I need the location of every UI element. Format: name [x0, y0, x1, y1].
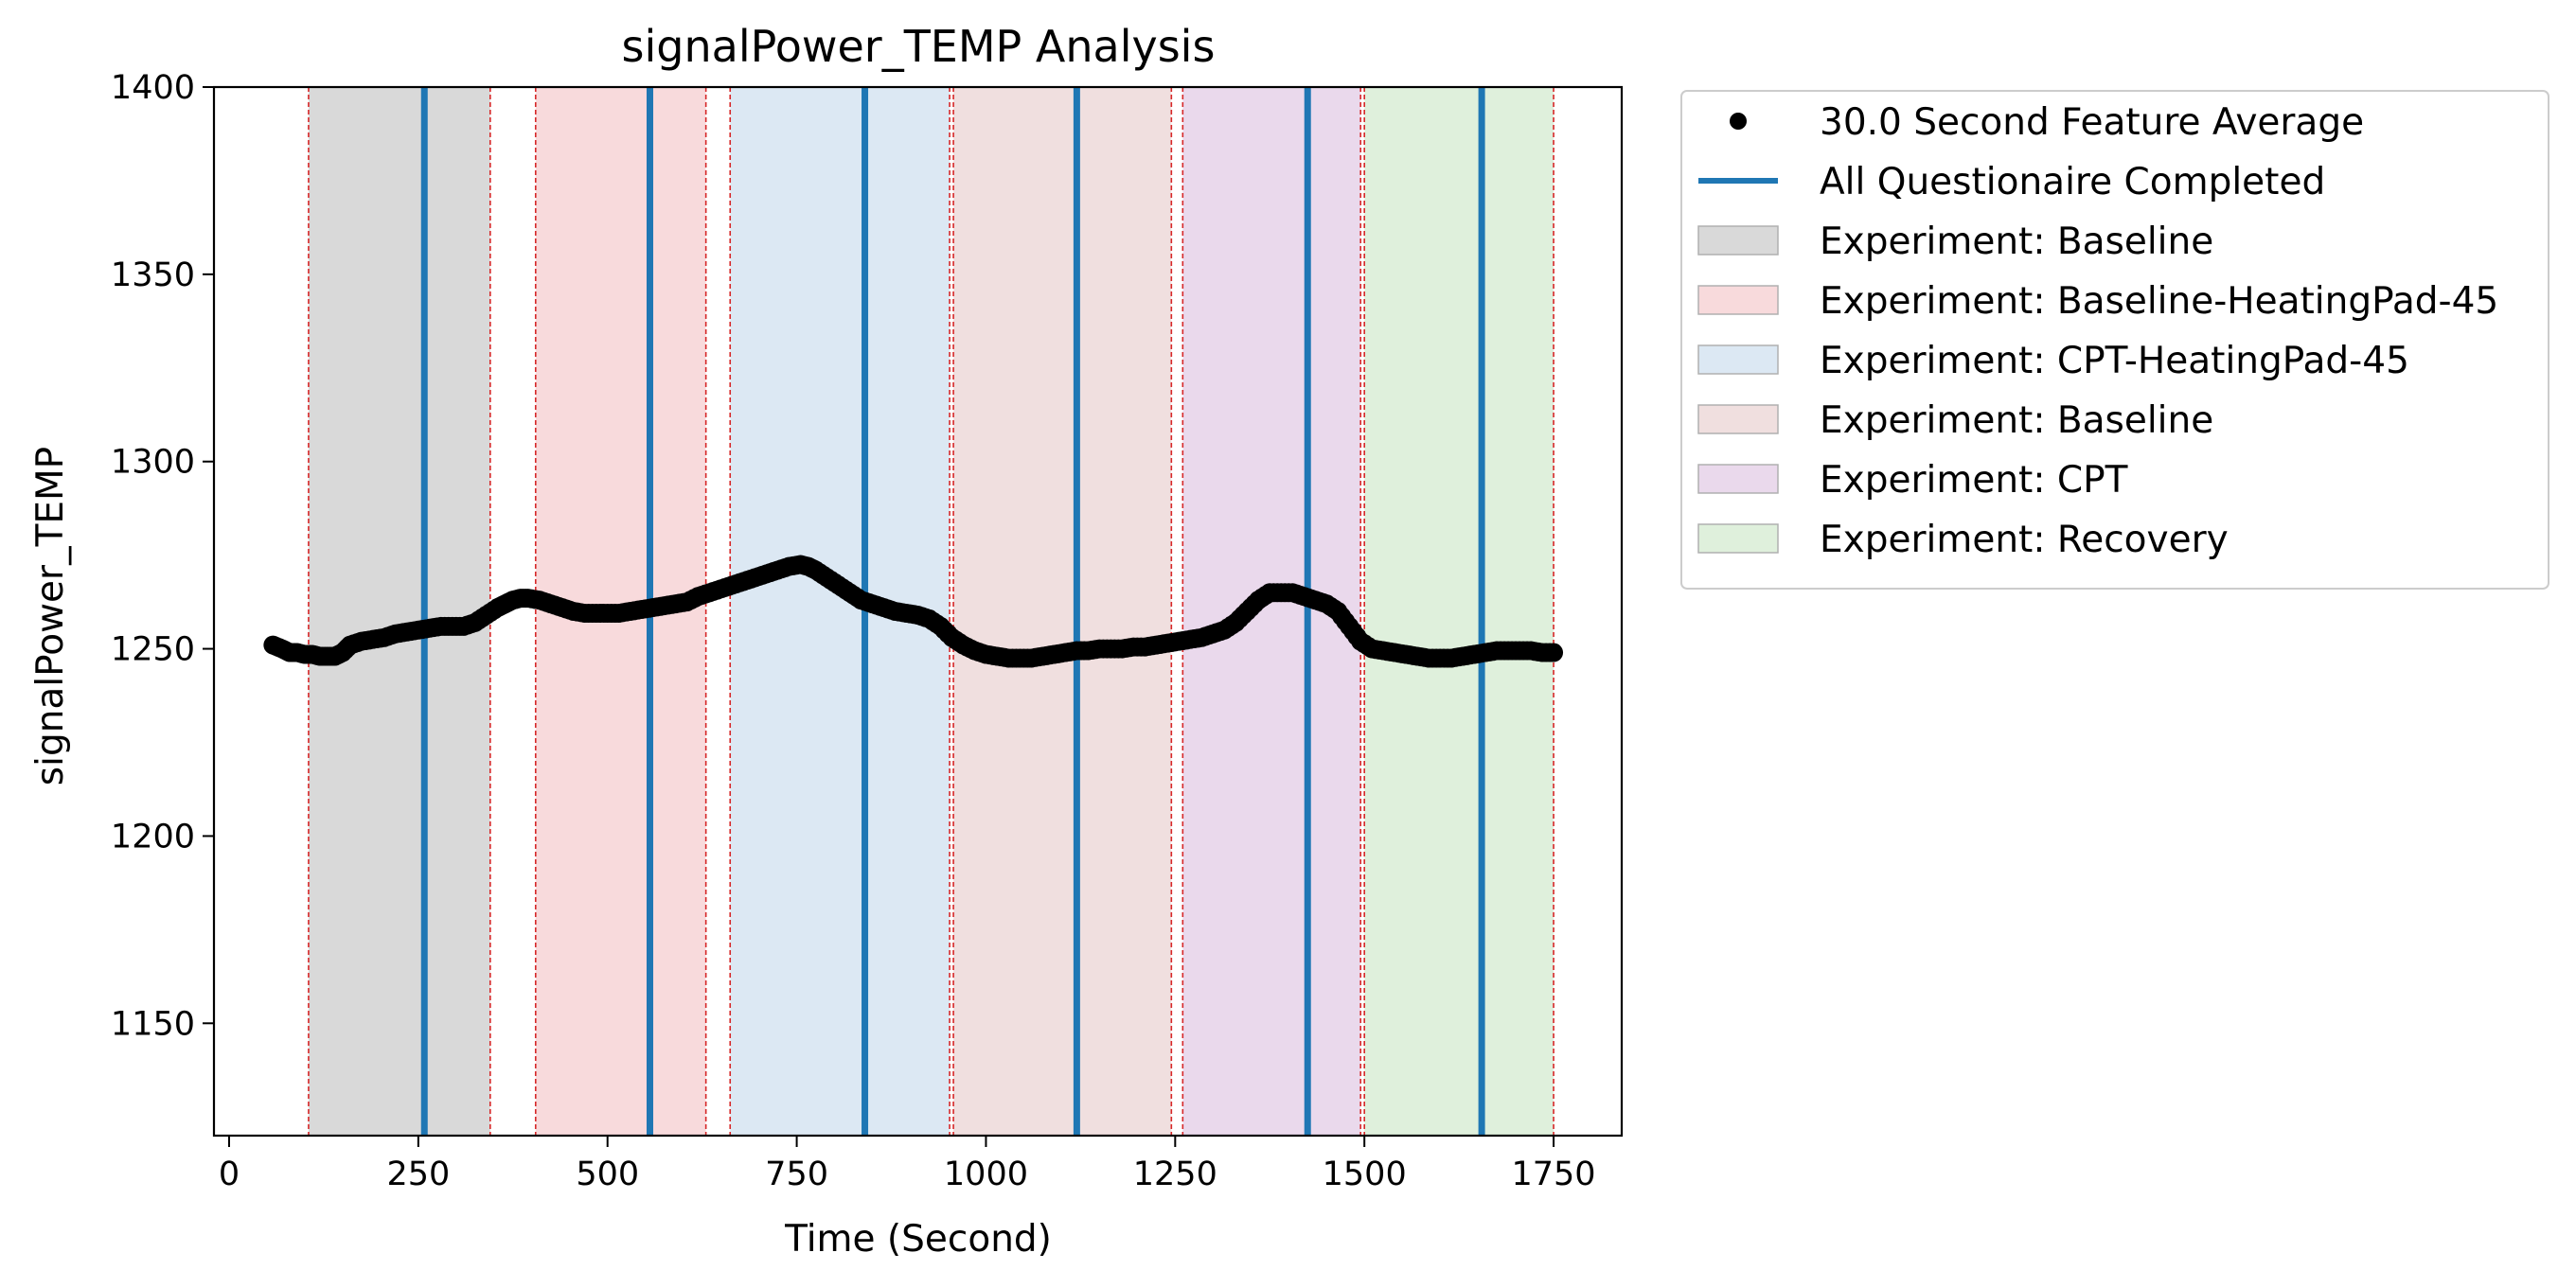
legend-marker-patch — [1697, 285, 1779, 315]
legend-label: Experiment: Baseline — [1820, 221, 2213, 263]
x-tick-label: 750 — [765, 1156, 828, 1193]
legend-marker-patch — [1697, 464, 1779, 494]
x-tick-label: 500 — [576, 1156, 639, 1193]
legend-marker-patch — [1697, 523, 1779, 554]
legend-marker-point — [1730, 113, 1747, 130]
y-tick-label: 1300 — [111, 444, 195, 482]
x-tick-label: 1750 — [1512, 1156, 1596, 1193]
plot-area: 0 250 500 750 1000 1250 1500 1750 1150 1200 1250 13… — [111, 69, 1624, 1193]
legend-label: Experiment: Baseline-HeatingPad-45 — [1820, 280, 2498, 323]
x-tick-label: 0 — [219, 1156, 240, 1193]
legend-label: Experiment: CPT-HeatingPad-45 — [1820, 340, 2409, 382]
x-tick-label: 1000 — [944, 1156, 1028, 1193]
data-point — [1544, 643, 1564, 662]
legend-label: Experiment: Baseline — [1820, 399, 2213, 442]
experiment-span-6 — [1364, 87, 1554, 1136]
legend-label: Experiment: Recovery — [1820, 519, 2229, 561]
axes-frame — [212, 85, 1624, 1138]
legend-label: Experiment: CPT — [1820, 459, 2128, 502]
legend-marker-patch — [1697, 225, 1779, 256]
experiment-span-4 — [953, 87, 1172, 1136]
y-tick-label: 1150 — [111, 1005, 195, 1043]
y-axis-title: signalPower_TEMP — [29, 447, 72, 785]
legend: 30.0 Second Feature Average All Questiona… — [1680, 90, 2549, 590]
legend-label: 30.0 Second Feature Average — [1820, 101, 2364, 144]
y-tick-label: 1250 — [111, 631, 195, 669]
y-tick-label: 1200 — [111, 818, 195, 856]
x-tick-label: 250 — [386, 1156, 450, 1193]
legend-box — [1680, 90, 2549, 590]
legend-label: All Questionaire Completed — [1820, 161, 2325, 203]
chart-title: signalPower_TEMP Analysis — [622, 21, 1216, 72]
legend-marker-patch — [1697, 404, 1779, 434]
experiment-span-1 — [308, 87, 490, 1136]
y-tick-label: 1350 — [111, 256, 195, 294]
x-tick-label: 1250 — [1133, 1156, 1217, 1193]
y-tick-label: 1400 — [111, 69, 195, 107]
legend-marker-patch — [1697, 344, 1779, 375]
x-axis-title: Time (Second) — [784, 1218, 1052, 1261]
x-tick-label: 1500 — [1323, 1156, 1407, 1193]
